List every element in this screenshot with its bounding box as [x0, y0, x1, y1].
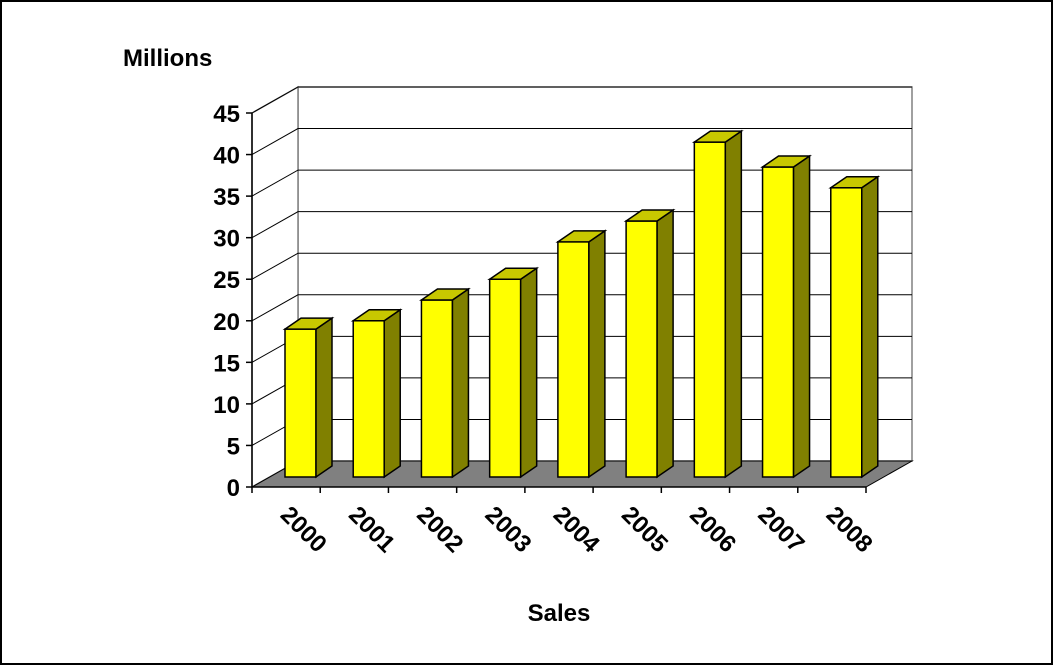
bar-side	[656, 208, 674, 479]
bar-side	[519, 266, 538, 479]
bar-2000	[282, 316, 335, 479]
y-tick-label: 25	[213, 267, 240, 294]
gridline	[251, 86, 912, 114]
gridline	[251, 128, 912, 155]
bar-top	[487, 267, 540, 280]
bar-2004	[555, 229, 608, 479]
bar-side	[451, 287, 470, 479]
bar-top	[760, 155, 812, 168]
bar-front	[830, 187, 863, 478]
bar-side	[383, 308, 401, 479]
bar-top	[828, 176, 881, 189]
bar-2002	[419, 287, 471, 479]
bar-2005	[623, 208, 676, 479]
bar-front	[761, 166, 795, 478]
bar-2003	[487, 266, 540, 479]
bar-front	[284, 328, 317, 478]
bar-top	[623, 209, 676, 222]
y-tick-label: 35	[213, 184, 240, 211]
bar-2006	[691, 129, 744, 479]
bar-2001	[350, 308, 403, 479]
bar-top	[419, 288, 471, 301]
bar-2007	[760, 154, 812, 479]
bar-front	[625, 220, 658, 478]
bar-top	[350, 309, 403, 322]
bar-front	[352, 320, 385, 478]
y-tick-label: 30	[213, 226, 240, 253]
x-axis-label: Sales	[528, 600, 591, 627]
bar-side	[861, 175, 879, 479]
bars	[282, 129, 881, 479]
bar-top	[691, 130, 744, 143]
y-axis: 0 5 10 15 20 25 30 35 40 45	[213, 101, 253, 502]
bar-side	[315, 316, 333, 479]
y-tick-label: 10	[213, 392, 240, 419]
bar-side	[588, 229, 606, 479]
bar-front	[557, 241, 590, 478]
bar-top	[555, 230, 608, 243]
y-tick-label: 15	[213, 350, 240, 377]
bar-front	[420, 299, 454, 478]
y-tick-label: 0	[227, 475, 240, 502]
bar-front	[488, 278, 522, 478]
bar-side	[792, 154, 811, 479]
y-tick-label: 5	[227, 433, 240, 460]
y-axis-label: Millions	[123, 45, 212, 72]
y-tick-label: 45	[213, 101, 240, 128]
bar-side	[724, 129, 743, 479]
y-tick-label: 40	[213, 143, 240, 170]
y-tick-label: 20	[213, 309, 240, 336]
bar-top	[282, 317, 335, 330]
bar-front	[693, 141, 727, 478]
bar-2008	[828, 175, 881, 479]
